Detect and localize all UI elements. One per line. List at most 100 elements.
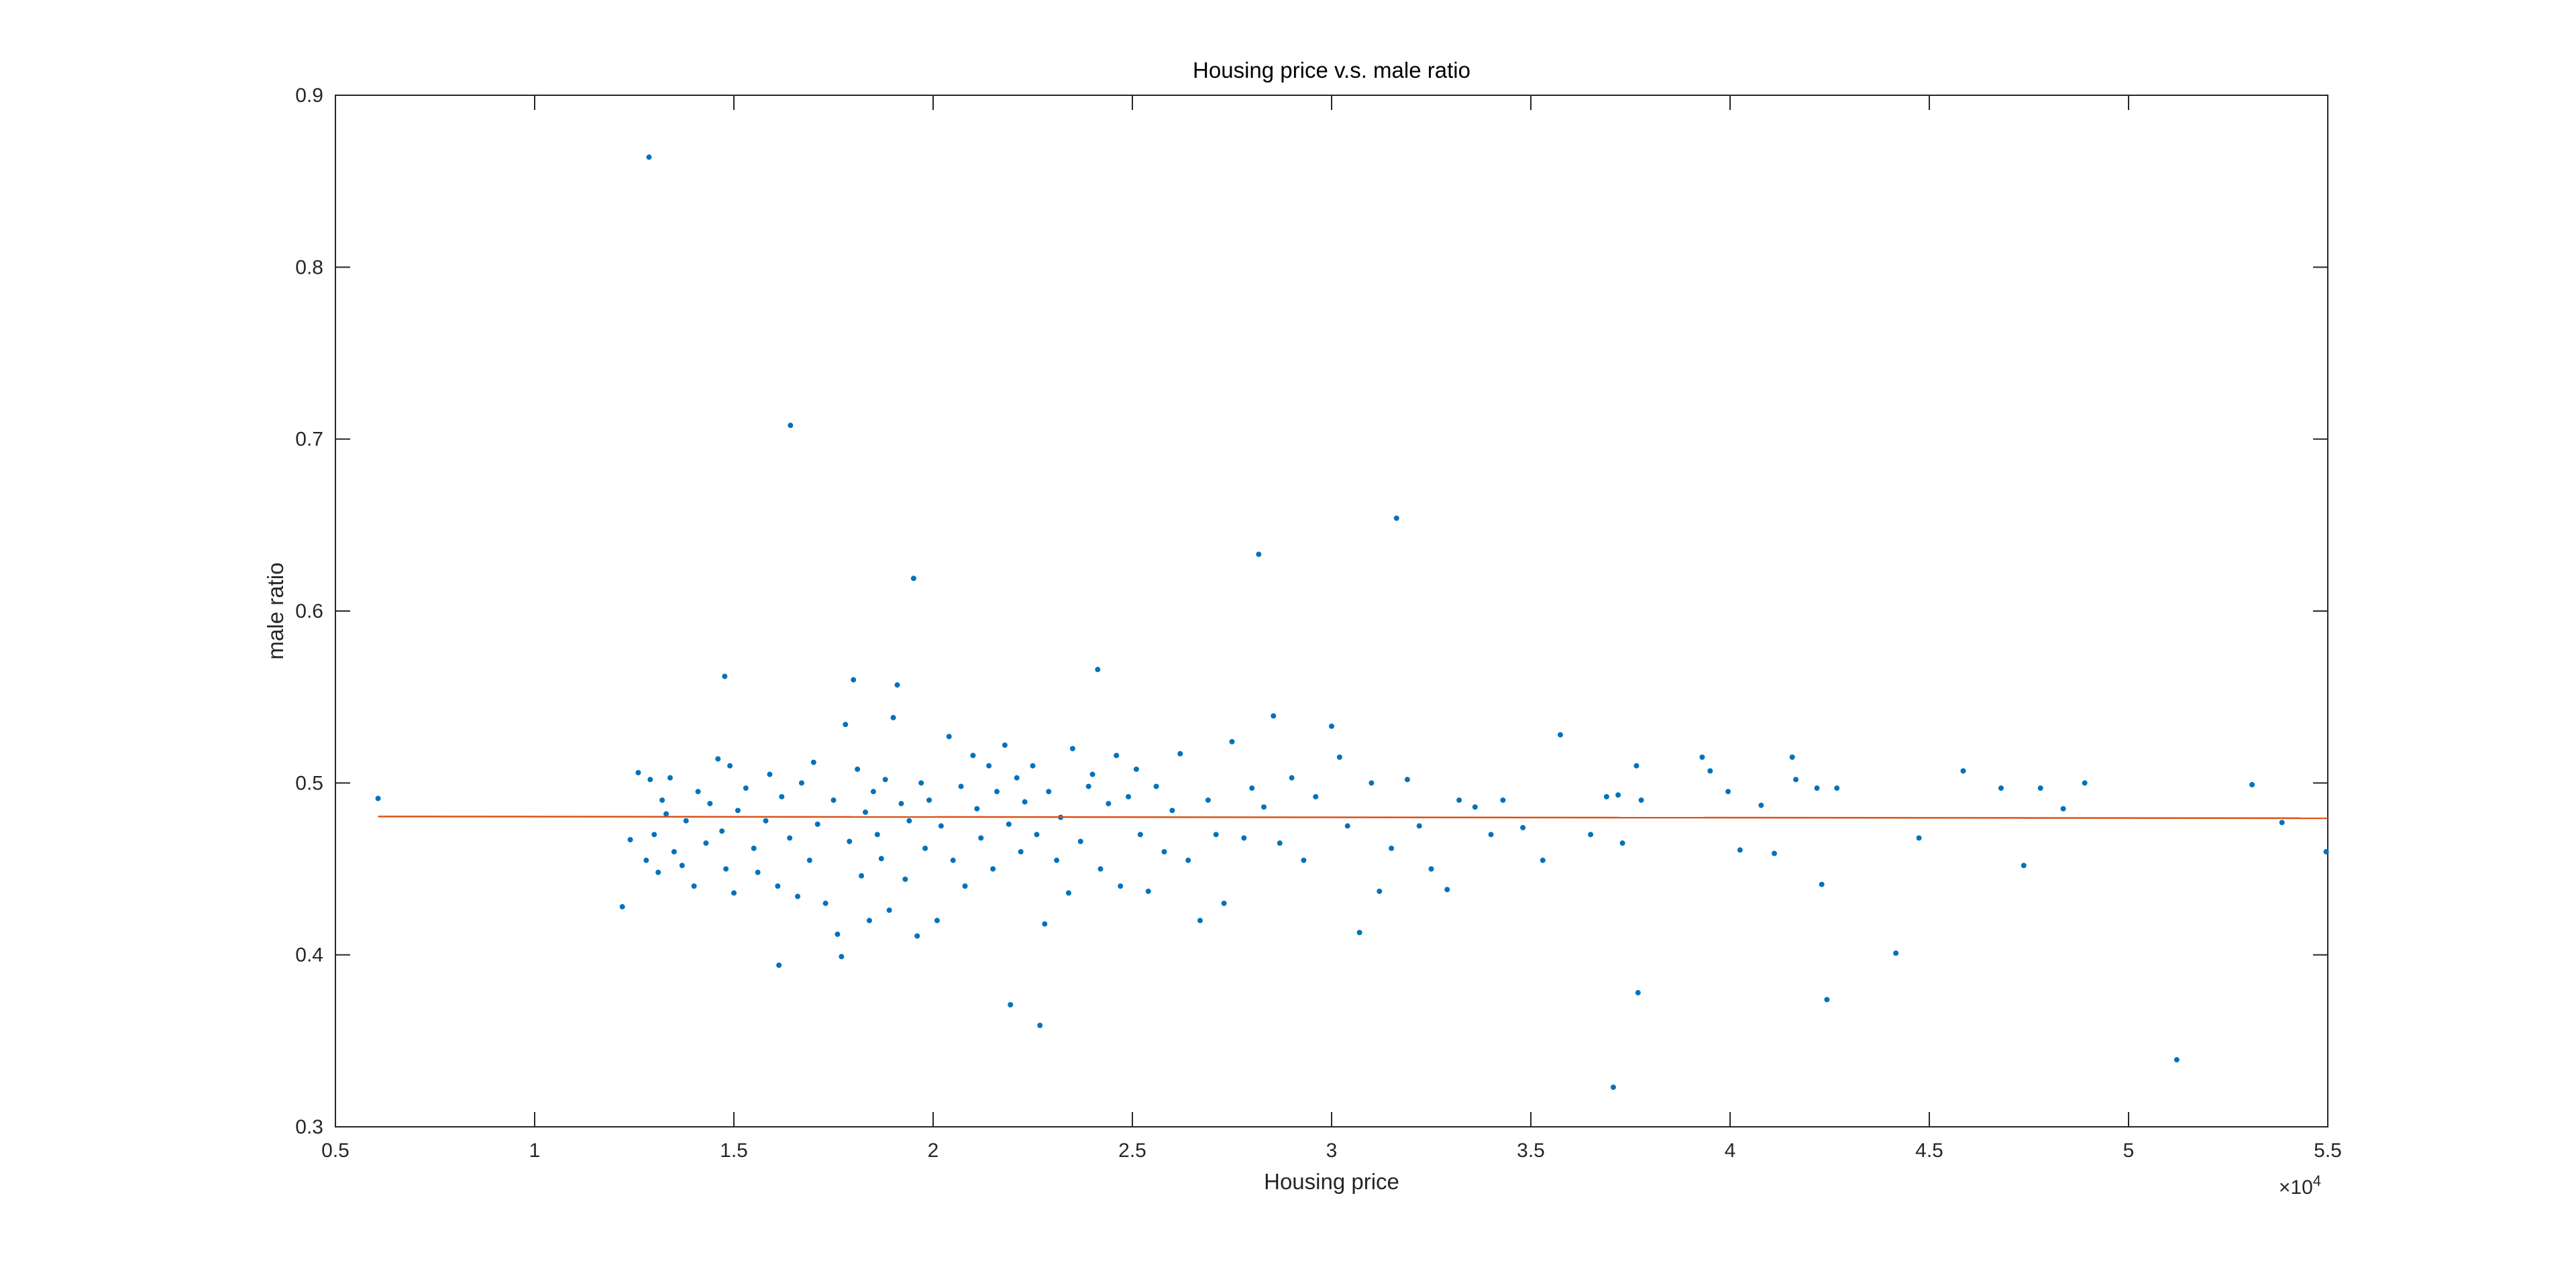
- scatter-point: [2174, 1057, 2180, 1063]
- x-tick-label: 1: [529, 1140, 541, 1162]
- scatter-point: [1289, 775, 1295, 781]
- scatter-point: [1368, 780, 1375, 786]
- y-tick-label: 0.7: [295, 429, 323, 451]
- y-tick-label: 0.4: [295, 944, 323, 967]
- scatter-point: [1789, 754, 1795, 760]
- scatter-point: [847, 838, 853, 844]
- scatter-point: [375, 795, 381, 802]
- scatter-point: [667, 775, 673, 781]
- scatter-point: [926, 797, 932, 803]
- scatter-point: [906, 818, 912, 824]
- scatter-point: [731, 890, 737, 896]
- scatter-point: [1635, 990, 1641, 996]
- scatter-point: [1114, 753, 1120, 759]
- scatter-point: [1336, 754, 1342, 760]
- scatter-point: [1444, 887, 1450, 893]
- scatter-point: [1633, 763, 1640, 769]
- scatter-point: [646, 154, 652, 160]
- scatter-point: [1022, 799, 1028, 805]
- x-tick-label: 2: [928, 1140, 939, 1162]
- chart-title: Housing price v.s. male ratio: [1193, 58, 1470, 82]
- scatter-point: [1737, 847, 1743, 853]
- scatter-point: [1133, 766, 1139, 772]
- y-tick-label: 0.6: [295, 600, 323, 622]
- scatter-point: [1301, 857, 1307, 863]
- scatter-point: [788, 423, 794, 429]
- scatter-point: [882, 777, 888, 783]
- scatter-point: [1393, 515, 1399, 521]
- scatter-point: [830, 797, 837, 803]
- scatter-point: [1488, 832, 1494, 838]
- scatter-point: [1603, 793, 1609, 800]
- scatter-point: [1472, 804, 1478, 810]
- y-axis-label: male ratio: [263, 563, 288, 660]
- scatter-point: [2037, 785, 2043, 791]
- scatter-point: [707, 801, 713, 807]
- scatter-point: [843, 722, 849, 728]
- scatter-point: [1356, 930, 1362, 936]
- scatter-point: [1916, 835, 1922, 841]
- scatter-point: [635, 769, 641, 775]
- scatter-point: [1520, 824, 1526, 830]
- scatter-point: [1046, 789, 1052, 795]
- scatter-point: [914, 933, 920, 939]
- scatter-point: [978, 835, 984, 841]
- scatter-point: [1389, 845, 1395, 851]
- scatter-point: [1540, 857, 1546, 863]
- scatter-point: [859, 873, 865, 879]
- scatter-point: [962, 883, 968, 889]
- scatter-point: [1054, 857, 1060, 863]
- scatter-point: [1500, 797, 1506, 803]
- x-tick-label: 3: [1326, 1140, 1338, 1162]
- scatter-point: [767, 771, 773, 777]
- scatter-point: [1638, 797, 1644, 803]
- scatter-point: [1118, 883, 1124, 889]
- x-tick-label: 5.5: [2314, 1140, 2342, 1162]
- scatter-point: [619, 903, 625, 910]
- scatter-point: [779, 793, 785, 800]
- scatter-point: [986, 763, 992, 769]
- scatter-point: [763, 818, 769, 824]
- scatter-point: [1221, 900, 1227, 906]
- scatter-point: [810, 759, 816, 765]
- y-tick-label: 0.3: [295, 1116, 323, 1138]
- scatter-point: [722, 673, 728, 679]
- scatter-point: [1619, 840, 1625, 846]
- scatter-point: [735, 808, 741, 814]
- scatter-point: [695, 789, 701, 795]
- scatter-point: [2021, 863, 2027, 869]
- scatter-point: [970, 753, 976, 759]
- scatter-point: [1960, 768, 1966, 774]
- scatter-point: [1707, 768, 1713, 774]
- scatter-point: [1085, 783, 1091, 789]
- scatter-point: [1241, 835, 1247, 841]
- scatter-point: [1758, 802, 1764, 808]
- scatter-point: [1271, 713, 1277, 719]
- scatter-point: [1834, 785, 1840, 791]
- scatter-point: [1030, 763, 1036, 769]
- scatter-point: [727, 763, 733, 769]
- scatter-point: [1002, 742, 1008, 748]
- scatter-point: [1824, 997, 1830, 1003]
- scatter-point: [663, 811, 669, 817]
- scatter-point: [950, 857, 956, 863]
- x-multiplier: ×104: [2279, 1172, 2321, 1199]
- scatter-point: [1213, 832, 1219, 838]
- scatter-point: [2060, 806, 2066, 812]
- scatter-point: [1404, 777, 1410, 783]
- scatter-point: [946, 734, 952, 740]
- scatter-point: [671, 848, 677, 855]
- scatter-point: [1018, 848, 1024, 855]
- scatter-point: [1126, 793, 1132, 800]
- scatter-point: [814, 821, 820, 827]
- scatter-point: [1249, 785, 1255, 791]
- x-tick-label: 4: [1725, 1140, 1736, 1162]
- scatter-point: [1137, 832, 1143, 838]
- scatter-point: [647, 777, 653, 783]
- scatter-point: [1177, 751, 1183, 757]
- scatter-point: [878, 856, 884, 862]
- scatter-point: [1145, 888, 1151, 894]
- scatter-point: [715, 756, 721, 762]
- scatter-point: [938, 823, 944, 829]
- scatter-point: [1097, 866, 1104, 872]
